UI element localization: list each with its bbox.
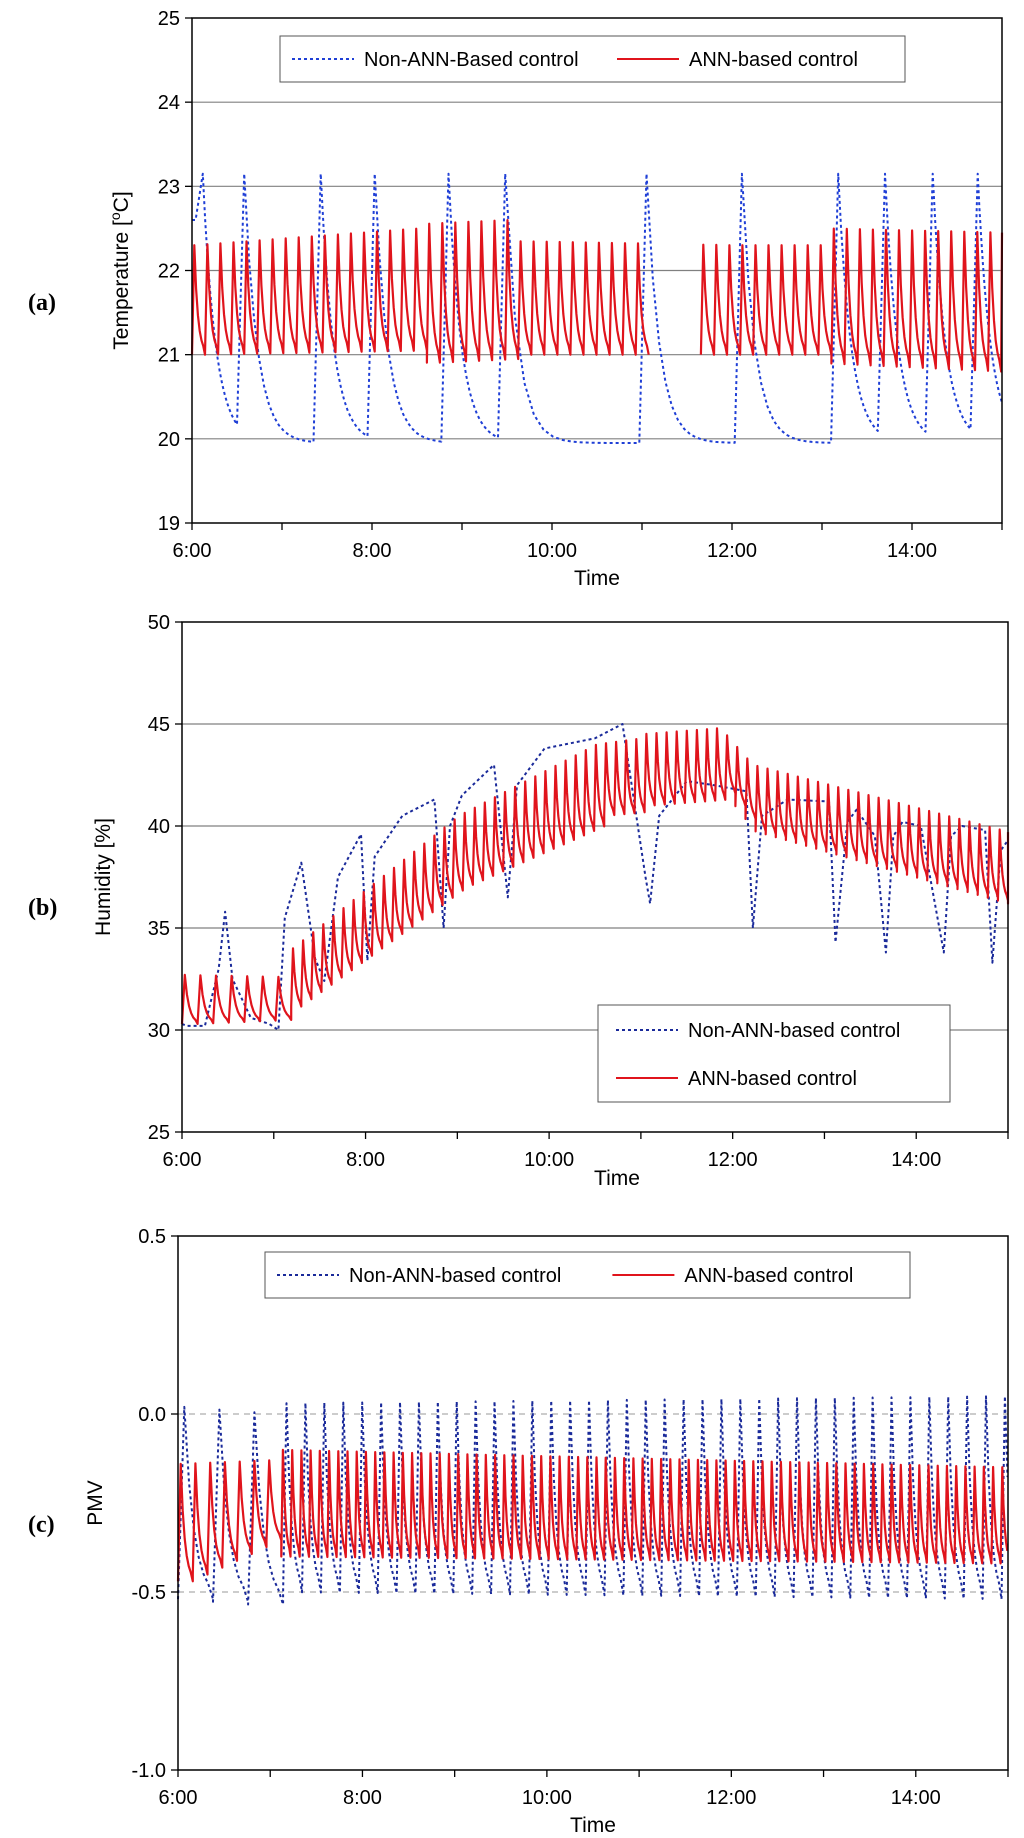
chart-a-panel-label: (a): [28, 290, 56, 316]
chart-b-x-tick-label: 10:00: [524, 1149, 574, 1171]
chart-c-legend-label: ANN-based control: [684, 1265, 853, 1287]
chart-c-legend-label: Non-ANN-based control: [349, 1265, 561, 1287]
chart-b: 25 30 35 40 45 50 6:00 8:00 10:00 12:00 14:00 Time H…: [28, 612, 1010, 1190]
chart-b-y-tick-label: 30: [148, 1020, 170, 1042]
chart-c-x-tick-label: 12:00: [706, 1787, 756, 1809]
chart-c-legend-box: [264, 1251, 911, 1299]
chart-b-plot-frame: [181, 621, 1009, 1133]
chart-c-plot-frame: [177, 1235, 1009, 1771]
chart-b-x-tick-label: 6:00: [163, 1149, 202, 1171]
chart-b-y-tick-label: 35: [148, 918, 170, 940]
chart-a-legend-label: Non-ANN-Based control: [364, 49, 579, 71]
chart-a-x-axis-label: Time: [574, 567, 620, 590]
chart-c-y-tick-label: 0.0: [138, 1404, 166, 1426]
chart-c-y-tick-label: 0.5: [138, 1226, 166, 1248]
chart-b-y-tick-label: 50: [148, 612, 170, 634]
chart-a-x-tick-label: 12:00: [707, 540, 757, 562]
chart-b-legend: Non-ANN-based control ANN-based control: [597, 1004, 951, 1103]
chart-c-x-axis-label: Time: [570, 1814, 616, 1837]
chart-b-y-tick-label: 25: [148, 1122, 170, 1144]
chart-c-x-tick-label: 10:00: [522, 1787, 572, 1809]
chart-b-y-tick-label: 40: [148, 816, 170, 838]
chart-c-series-non-ann-line: [177, 1395, 1009, 1606]
chart-a-x-tick-label: 10:00: [527, 540, 577, 562]
chart-a-legend: Non-ANN-Based control ANN-based control: [279, 35, 906, 83]
chart-a-y-tick-label: 19: [158, 513, 180, 535]
chart-a-y-tick-label: 23: [158, 176, 180, 198]
chart-c-x-tick-label: 6:00: [159, 1787, 198, 1809]
chart-a-x-tick-label: 8:00: [353, 540, 392, 562]
chart-b-y-tick-label: 45: [148, 714, 170, 736]
chart-a-y-tick-label: 20: [158, 429, 180, 451]
chart-a-y-tick-label: 21: [158, 345, 180, 367]
chart-b-x-axis-label: Time: [594, 1167, 640, 1190]
chart-a-x-tick-label: 6:00: [173, 540, 212, 562]
chart-c-y-axis-label: PMV: [84, 1480, 107, 1526]
chart-a-x-tick-label: 14:00: [887, 540, 937, 562]
chart-c-x-tick-label: 8:00: [343, 1787, 382, 1809]
chart-b-legend-box: [597, 1004, 951, 1103]
chart-a-y-axis-label: Temperature [oC]: [107, 191, 133, 349]
chart-b-series-ann-line: [180, 727, 1010, 1025]
chart-b-y-axis-label: Humidity [%]: [92, 818, 115, 936]
chart-c-y-tick-label: -1.0: [132, 1760, 166, 1782]
chart-b-panel-label: (b): [28, 895, 57, 921]
chart-c-legend: Non-ANN-based control ANN-based control: [264, 1251, 911, 1299]
chart-a-series-ann-line: [190, 219, 1004, 373]
chart-b-series-non-ann-line: [181, 723, 1009, 1031]
chart-c-series-ann-line: [176, 1448, 1009, 1583]
chart-b-legend-label: Non-ANN-based control: [688, 1020, 900, 1042]
chart-a-series-non-ann-line: [192, 172, 1003, 444]
chart-b-legend-label: ANN-based control: [688, 1068, 857, 1090]
chart-a-y-tick-label: 22: [158, 261, 180, 283]
chart-a-legend-box: [279, 35, 906, 83]
chart-b-x-tick-label: 14:00: [891, 1149, 941, 1171]
chart-a-legend-label: ANN-based control: [689, 49, 858, 71]
chart-c-y-tick-label: -0.5: [132, 1582, 166, 1604]
chart-c-panel-label: (c): [28, 1512, 55, 1538]
chart-b-x-tick-label: 8:00: [346, 1149, 385, 1171]
chart-c: -1.0 -0.5 0.0 0.5 6:00 8:00 10:00 12:00 14:00 Tim…: [28, 1226, 1009, 1837]
chart-a-y-tick-label: 24: [158, 92, 180, 114]
chart-c-x-tick-label: 14:00: [891, 1787, 941, 1809]
chart-b-x-tick-label: 12:00: [708, 1149, 758, 1171]
chart-a-y-tick-label: 25: [158, 8, 180, 30]
chart-a: 19 20 21 22 23 24 25 6:00 8:00 10:00 12:00 14:00 Tim…: [28, 8, 1004, 590]
